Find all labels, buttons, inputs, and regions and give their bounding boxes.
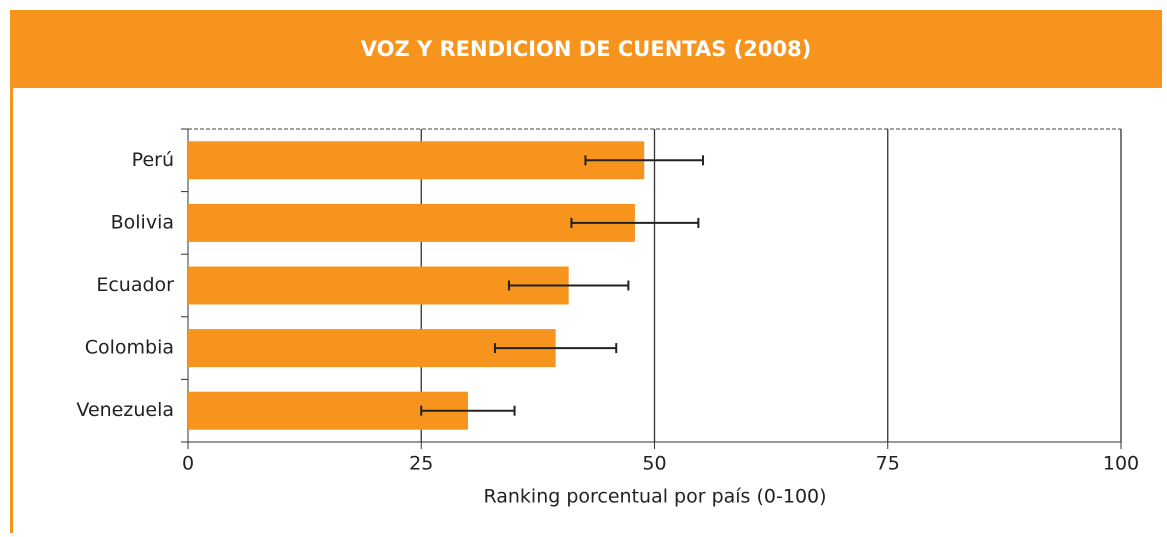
x-tick-label: 50 <box>642 453 666 475</box>
bar <box>188 141 645 180</box>
x-tick-label: 0 <box>182 453 194 475</box>
x-axis-label: Ranking porcentual por país (0-100) <box>483 486 826 508</box>
bar <box>188 203 635 242</box>
x-tick-label: 75 <box>876 453 900 475</box>
y-tick-label: Bolivia <box>111 211 174 233</box>
x-tick-label: 100 <box>1103 453 1139 475</box>
left-border <box>10 88 13 533</box>
y-tick-label: Venezuela <box>76 399 174 421</box>
chart-title: VOZ Y RENDICION DE CUENTAS (2008) <box>361 37 812 61</box>
header-band <box>10 10 1162 88</box>
bar <box>188 266 569 305</box>
y-tick-label: Perú <box>132 149 174 171</box>
x-tick-label: 25 <box>409 453 433 475</box>
y-tick-label: Ecuador <box>96 274 174 296</box>
y-tick-label: Colombia <box>85 337 174 359</box>
